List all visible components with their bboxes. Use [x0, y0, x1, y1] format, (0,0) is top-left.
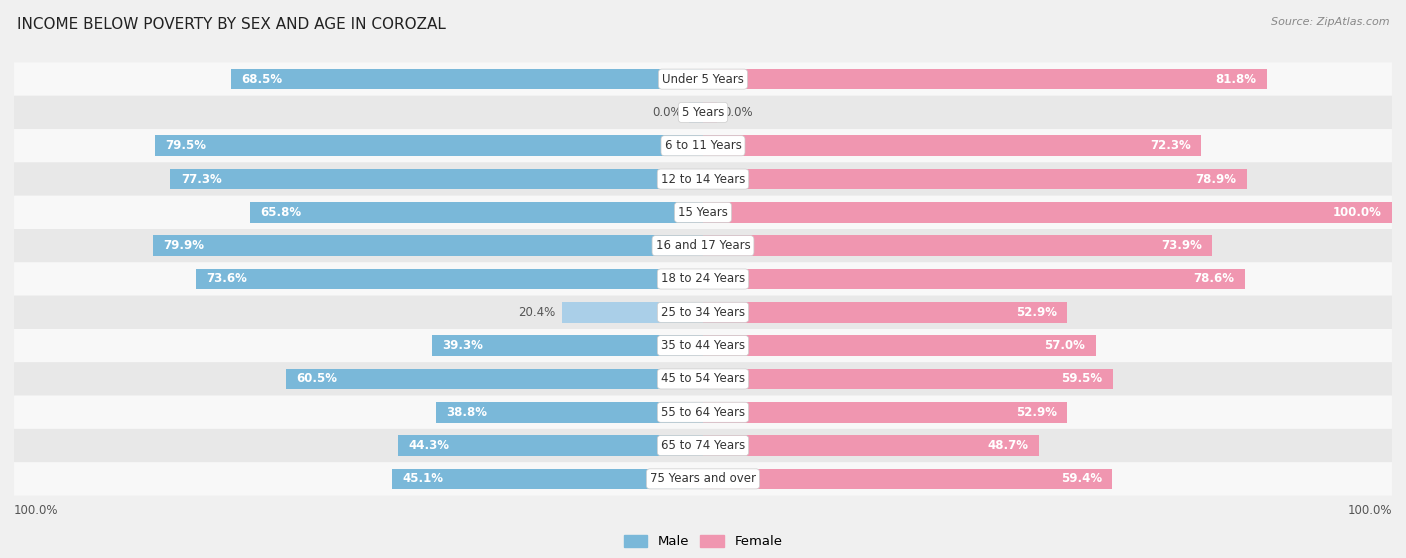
Text: 75 Years and over: 75 Years and over	[650, 473, 756, 485]
FancyBboxPatch shape	[14, 62, 1392, 96]
Bar	[231, 69, 703, 89]
FancyBboxPatch shape	[14, 162, 1392, 196]
Text: 25 to 34 Years: 25 to 34 Years	[661, 306, 745, 319]
FancyBboxPatch shape	[14, 129, 1392, 162]
Text: 59.4%: 59.4%	[1060, 473, 1102, 485]
Text: 78.9%: 78.9%	[1195, 172, 1236, 186]
Bar	[195, 268, 703, 290]
Text: 72.3%: 72.3%	[1150, 140, 1191, 152]
Text: 79.5%: 79.5%	[166, 140, 207, 152]
Text: 100.0%: 100.0%	[14, 504, 59, 517]
Bar	[155, 136, 703, 156]
Text: 15 Years: 15 Years	[678, 206, 728, 219]
Text: 60.5%: 60.5%	[297, 372, 337, 386]
Bar	[703, 469, 1112, 489]
FancyBboxPatch shape	[14, 296, 1392, 329]
FancyBboxPatch shape	[14, 462, 1392, 496]
Text: 16 and 17 Years: 16 and 17 Years	[655, 239, 751, 252]
Text: 12 to 14 Years: 12 to 14 Years	[661, 172, 745, 186]
FancyBboxPatch shape	[14, 396, 1392, 429]
FancyBboxPatch shape	[14, 262, 1392, 296]
Text: 57.0%: 57.0%	[1045, 339, 1085, 352]
Text: 65 to 74 Years: 65 to 74 Years	[661, 439, 745, 452]
Text: 44.3%: 44.3%	[408, 439, 449, 452]
Text: 6 to 11 Years: 6 to 11 Years	[665, 140, 741, 152]
Text: Under 5 Years: Under 5 Years	[662, 73, 744, 85]
Bar	[562, 302, 703, 323]
Bar	[703, 235, 1212, 256]
Text: 73.9%: 73.9%	[1161, 239, 1202, 252]
Bar	[703, 369, 1114, 389]
Text: 48.7%: 48.7%	[987, 439, 1028, 452]
Bar	[703, 69, 1267, 89]
Text: 18 to 24 Years: 18 to 24 Years	[661, 272, 745, 286]
Bar	[250, 202, 703, 223]
Bar	[398, 435, 703, 456]
Text: Source: ZipAtlas.com: Source: ZipAtlas.com	[1271, 17, 1389, 27]
FancyBboxPatch shape	[14, 362, 1392, 396]
Bar	[703, 335, 1095, 356]
Bar	[152, 235, 703, 256]
Bar	[436, 402, 703, 422]
FancyBboxPatch shape	[14, 96, 1392, 129]
Text: 100.0%: 100.0%	[1333, 206, 1382, 219]
Text: 39.3%: 39.3%	[443, 339, 484, 352]
Text: 45 to 54 Years: 45 to 54 Years	[661, 372, 745, 386]
Bar	[689, 102, 703, 123]
Bar	[703, 136, 1201, 156]
Text: 68.5%: 68.5%	[242, 73, 283, 85]
Bar	[703, 202, 1392, 223]
Text: 38.8%: 38.8%	[446, 406, 486, 418]
Bar	[287, 369, 703, 389]
Bar	[703, 302, 1067, 323]
Text: 0.0%: 0.0%	[724, 106, 754, 119]
FancyBboxPatch shape	[14, 429, 1392, 462]
Text: 55 to 64 Years: 55 to 64 Years	[661, 406, 745, 418]
Bar	[170, 169, 703, 189]
Bar	[703, 435, 1039, 456]
Text: 77.3%: 77.3%	[181, 172, 222, 186]
Legend: Male, Female: Male, Female	[619, 530, 787, 554]
FancyBboxPatch shape	[14, 196, 1392, 229]
Bar	[703, 169, 1247, 189]
Text: 81.8%: 81.8%	[1215, 73, 1256, 85]
Text: 65.8%: 65.8%	[260, 206, 301, 219]
Text: 78.6%: 78.6%	[1194, 272, 1234, 286]
Text: 52.9%: 52.9%	[1017, 306, 1057, 319]
Text: 52.9%: 52.9%	[1017, 406, 1057, 418]
Text: 35 to 44 Years: 35 to 44 Years	[661, 339, 745, 352]
Bar	[703, 268, 1244, 290]
Text: 73.6%: 73.6%	[207, 272, 247, 286]
Text: 0.0%: 0.0%	[652, 106, 682, 119]
Text: 5 Years: 5 Years	[682, 106, 724, 119]
Text: 59.5%: 59.5%	[1062, 372, 1102, 386]
Bar	[703, 102, 717, 123]
Bar	[432, 335, 703, 356]
Text: INCOME BELOW POVERTY BY SEX AND AGE IN COROZAL: INCOME BELOW POVERTY BY SEX AND AGE IN C…	[17, 17, 446, 32]
Text: 20.4%: 20.4%	[519, 306, 555, 319]
Bar	[703, 402, 1067, 422]
Text: 100.0%: 100.0%	[1347, 504, 1392, 517]
FancyBboxPatch shape	[14, 229, 1392, 262]
Text: 79.9%: 79.9%	[163, 239, 204, 252]
Bar	[392, 469, 703, 489]
Text: 45.1%: 45.1%	[402, 473, 444, 485]
FancyBboxPatch shape	[14, 329, 1392, 362]
